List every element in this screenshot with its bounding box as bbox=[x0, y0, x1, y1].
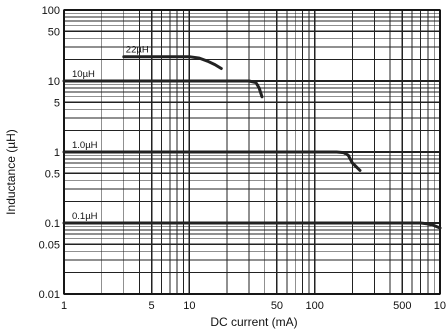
x-tick-label: 5 bbox=[149, 300, 155, 312]
series-label: 1.0µH bbox=[72, 140, 98, 151]
y-tick-label: 10 bbox=[48, 76, 60, 88]
y-tick-label: 50 bbox=[48, 26, 60, 38]
series-line bbox=[62, 79, 264, 99]
x-tick-label: 10 bbox=[183, 300, 195, 312]
x-tick-label: 1 bbox=[61, 300, 67, 312]
series-label: 10µH bbox=[72, 69, 95, 80]
series-line bbox=[122, 55, 223, 70]
x-tick-label: 50 bbox=[271, 300, 283, 312]
x-tick-label: 500 bbox=[393, 300, 411, 312]
y-tick-label: 1 bbox=[54, 147, 60, 159]
tick-labels: 1 5 10 50 100 500 10 100 50 10 5 1 0.5 0.1 0.05 0.01 bbox=[39, 5, 446, 312]
x-tick-label: 100 bbox=[305, 300, 323, 312]
y-axis-title: Inductance (µH) bbox=[4, 129, 18, 215]
x-tick-label: 10 bbox=[434, 300, 446, 312]
series-curves bbox=[62, 55, 442, 230]
y-tick-label: 0.1 bbox=[45, 218, 60, 230]
y-tick-label: 100 bbox=[42, 5, 60, 17]
x-axis-title: DC current (mA) bbox=[210, 315, 297, 329]
series-line bbox=[62, 150, 362, 172]
y-tick-label: 0.01 bbox=[39, 289, 60, 301]
series-labels: 22µH 10µH 1.0µH 0.1µH bbox=[72, 45, 149, 222]
y-tick-label: 0.5 bbox=[45, 168, 60, 180]
series-line bbox=[62, 221, 442, 230]
y-tick-label: 5 bbox=[54, 97, 60, 109]
series-label: 22µH bbox=[126, 45, 149, 56]
y-tick-label: 0.05 bbox=[39, 239, 60, 251]
series-label: 0.1µH bbox=[72, 211, 98, 222]
